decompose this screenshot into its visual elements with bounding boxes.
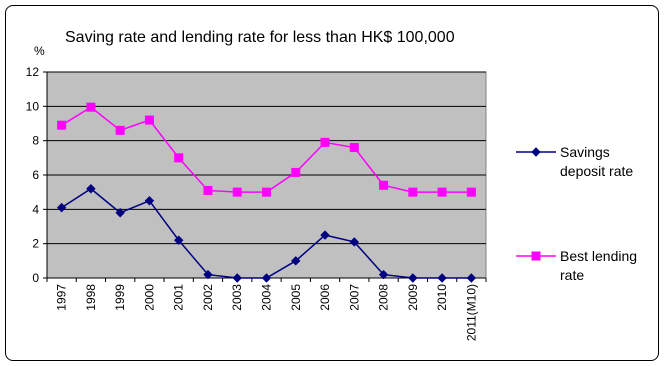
y-tick-label: 4 [32,202,39,216]
data-point-square [320,137,330,147]
data-point-diamond [531,147,541,157]
chart-title: Saving rate and lending rate for less th… [65,29,455,46]
data-point-square [379,180,389,190]
data-point-square [174,153,184,163]
data-point-diamond [173,235,184,245]
data-point-square [531,251,541,261]
legend-label: Savings [560,144,610,160]
data-point-square [408,187,418,197]
y-tick-label: 6 [32,168,39,182]
y-tick-label: 10 [26,99,40,113]
y-axis-label: % [34,44,45,58]
data-point-diamond [466,273,477,283]
x-tick-label: 2010 [435,284,449,311]
x-tick-label: 1999 [113,284,127,311]
x-tick-label: 2011(M10) [464,284,478,341]
data-point-square [291,167,301,177]
x-tick-label: 2005 [289,284,303,311]
y-tick-label: 12 [26,65,40,79]
data-point-diamond [437,273,447,283]
x-tick-label: 2009 [406,284,420,311]
legend-label: deposit rate [560,163,633,179]
y-tick-label: 8 [32,134,39,148]
x-tick-label: 2001 [172,284,186,311]
data-point-square [115,125,125,135]
data-point-diamond [115,208,125,218]
data-point-diamond [291,256,301,266]
x-tick-label: 2007 [347,284,361,311]
legend-label: rate [560,267,584,283]
data-point-diamond [408,273,418,283]
x-tick-label: 2006 [318,284,332,311]
y-tick-label: 2 [32,237,39,251]
legend-label: Best lending [560,248,637,264]
x-tick-label: 2008 [377,284,391,311]
data-point-square [232,187,242,197]
y-tick-label: 0 [32,271,39,285]
data-point-diamond [232,273,242,283]
data-point-diamond [320,230,330,240]
x-tick-label: 2004 [260,284,274,311]
data-point-square [262,187,271,197]
x-tick-label: 1997 [55,284,69,311]
data-point-diamond [86,184,96,194]
data-point-square [144,115,154,125]
data-point-diamond [349,237,360,247]
data-point-square [86,102,96,112]
data-point-diamond [144,196,155,206]
x-tick-label: 2002 [201,284,215,311]
data-point-diamond [203,269,213,280]
data-point-square [437,187,447,197]
data-point-diamond [378,269,389,280]
data-point-square [57,120,67,130]
x-tick-label: 2000 [142,284,156,311]
x-tick-label: 1998 [84,284,98,311]
data-point-diamond [56,202,67,213]
data-point-square [466,187,476,197]
data-point-square [349,143,359,153]
data-point-diamond [261,273,272,283]
data-point-square [203,185,213,195]
x-tick-label: 2003 [230,284,244,311]
